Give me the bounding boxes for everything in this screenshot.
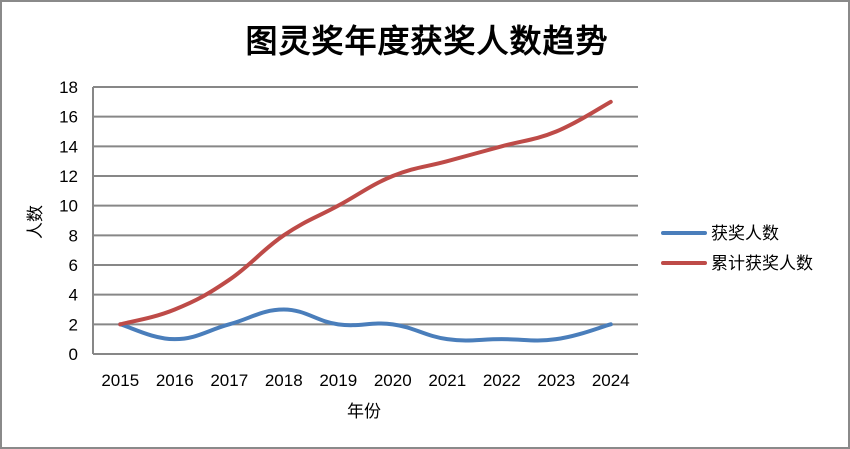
y-tick-label: 12 xyxy=(59,167,78,186)
series-line-0 xyxy=(118,307,613,343)
y-tick-label: 14 xyxy=(59,137,78,156)
y-tick-label: 16 xyxy=(59,108,78,127)
y-tick-label: 18 xyxy=(59,78,78,97)
y-tick-label: 8 xyxy=(69,226,78,245)
x-tick-label: 2020 xyxy=(374,371,412,390)
x-tick-label: 2022 xyxy=(483,371,521,390)
x-tick-label: 2015 xyxy=(101,371,139,390)
series-lines xyxy=(118,99,613,343)
chart-title: 图灵奖年度获奖人数趋势 xyxy=(245,22,609,60)
y-axis-ticks: 0 2 4 6 8 10 12 14 16 18 xyxy=(59,78,78,364)
x-tick-label: 2016 xyxy=(156,371,194,390)
y-tick-label: 4 xyxy=(69,286,78,305)
x-tick-label: 2017 xyxy=(210,371,248,390)
y-tick-label: 6 xyxy=(69,256,78,275)
y-axis-label: 人数 xyxy=(26,205,46,239)
x-axis-label: 年份 xyxy=(347,402,381,422)
x-axis-ticks: 2015 2016 2017 2018 2019 2020 2021 2022 2023 2024 xyxy=(101,371,629,390)
y-tick-label: 0 xyxy=(69,345,78,364)
y-tick-label: 10 xyxy=(59,197,78,216)
gridlines xyxy=(92,86,638,355)
legend-label: 累计获奖人数 xyxy=(711,254,813,274)
x-tick-label: 2019 xyxy=(319,371,357,390)
y-tick-label: 2 xyxy=(69,315,78,334)
x-tick-label: 2018 xyxy=(265,371,303,390)
x-tick-label: 2023 xyxy=(537,371,575,390)
x-tick-label: 2021 xyxy=(428,371,466,390)
x-tick-label: 2024 xyxy=(592,371,630,390)
legend-label: 获奖人数 xyxy=(711,224,779,244)
series-line-1 xyxy=(118,99,613,327)
